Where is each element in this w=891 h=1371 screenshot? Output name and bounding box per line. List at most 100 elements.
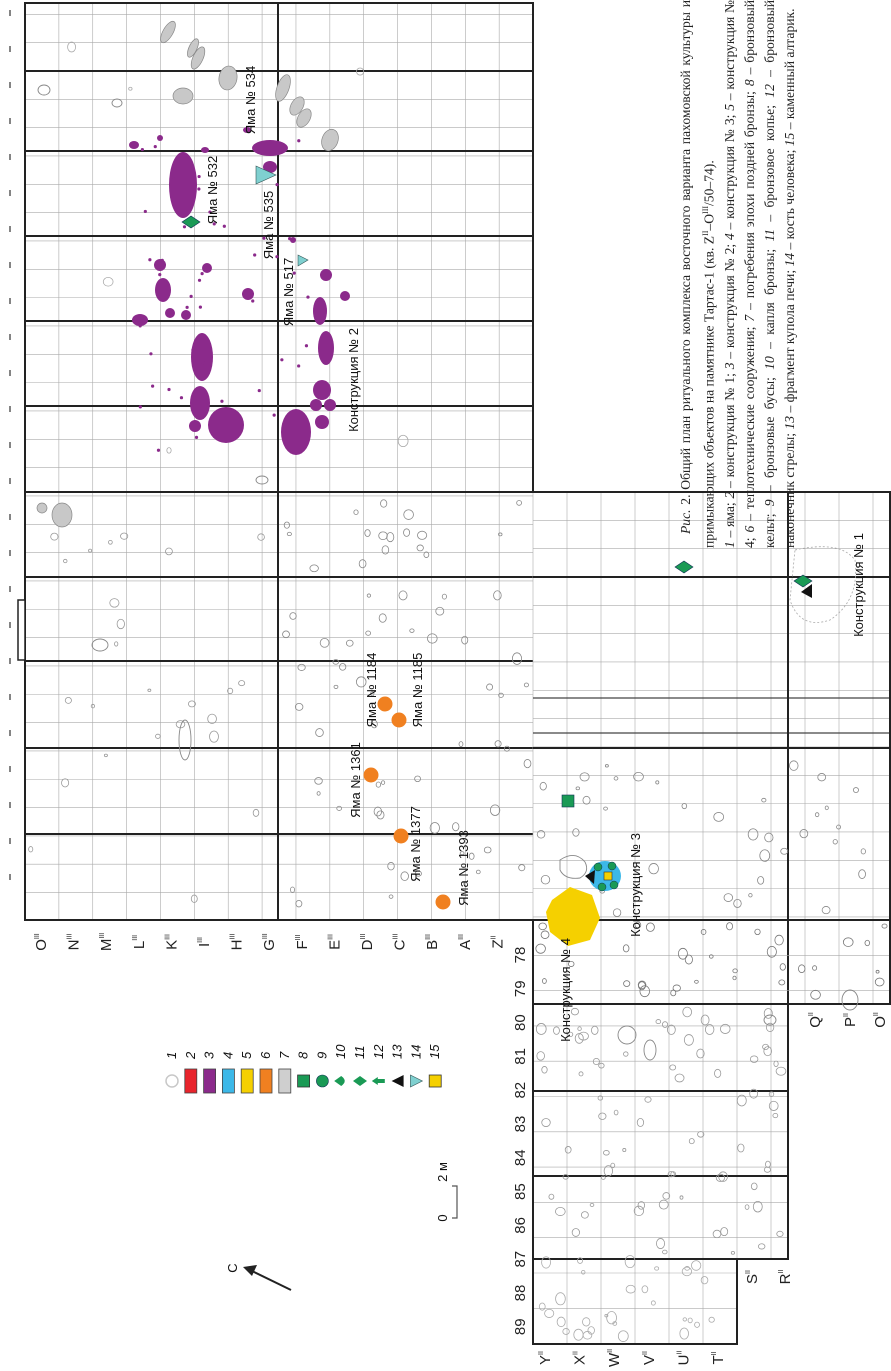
pit-outline bbox=[691, 1260, 702, 1271]
pit-outline bbox=[860, 848, 866, 855]
pit-outline bbox=[603, 1150, 610, 1156]
axis-sup: III bbox=[230, 934, 237, 940]
pit-outline bbox=[612, 1321, 618, 1326]
caption-item-text: – фрагмент купола печи; bbox=[781, 266, 797, 416]
pit-outline bbox=[600, 1175, 606, 1180]
pit-outline bbox=[294, 703, 304, 711]
construction-2-feature bbox=[191, 333, 213, 381]
pit-outline bbox=[503, 745, 510, 752]
axis-letter: 85 bbox=[512, 1183, 529, 1200]
pit-outline bbox=[356, 67, 365, 76]
row-letter: RII bbox=[777, 1270, 794, 1285]
construction-2-dot bbox=[143, 209, 147, 214]
oven-dome-fragment bbox=[585, 870, 595, 884]
bronze-spear bbox=[181, 215, 201, 229]
axis-sup: III bbox=[393, 934, 400, 940]
axis-letter: H bbox=[229, 940, 246, 951]
row-number: 80 bbox=[512, 1014, 529, 1031]
pit-outline bbox=[417, 530, 428, 540]
pit-outline bbox=[378, 613, 387, 623]
heating-structure bbox=[391, 712, 407, 728]
pit-outline bbox=[730, 1251, 735, 1255]
pit-outline bbox=[309, 564, 319, 573]
pit-outline bbox=[289, 612, 297, 620]
construction-2-dot bbox=[222, 224, 226, 228]
column-label: HIII bbox=[229, 934, 246, 951]
pit-outline bbox=[538, 922, 547, 931]
axis-letter: B bbox=[424, 940, 441, 950]
construction-2-dot bbox=[200, 271, 204, 276]
construction-2-feature bbox=[169, 152, 197, 218]
pit-outline bbox=[603, 1165, 614, 1177]
figure-caption: Рис. 2. Общий план ритуального комплекса… bbox=[676, 0, 800, 548]
burial bbox=[296, 108, 312, 128]
construction-2-dot bbox=[297, 364, 301, 368]
construction-2-dot bbox=[167, 387, 171, 392]
pit-outline bbox=[864, 939, 871, 947]
heating-structure bbox=[377, 696, 393, 712]
pit-outline bbox=[319, 637, 330, 648]
axis-letter: S bbox=[744, 1274, 761, 1284]
caption-item-number: 4 bbox=[721, 233, 737, 241]
pit-outline bbox=[468, 852, 475, 860]
bronze-bead bbox=[593, 862, 603, 872]
legend-symbol-1 bbox=[165, 1074, 179, 1088]
column-label: AIII bbox=[457, 934, 474, 950]
pit-outline bbox=[238, 680, 246, 687]
column-label: CIII bbox=[392, 934, 409, 951]
construction-2-feature bbox=[313, 297, 327, 325]
pit-outline bbox=[567, 960, 575, 967]
pit-outline bbox=[674, 1073, 685, 1083]
burial bbox=[190, 46, 206, 70]
label-construction-1: Конструкция № 1 bbox=[851, 533, 866, 637]
axis-sup: III bbox=[99, 933, 106, 939]
pit-outline bbox=[380, 780, 386, 785]
burial bbox=[160, 20, 176, 44]
caption-item-number: 1 bbox=[721, 541, 737, 548]
construction-2-feature bbox=[129, 141, 139, 149]
pit-outline bbox=[336, 805, 342, 811]
legend-symbol-7 bbox=[278, 1068, 292, 1094]
pit-outline bbox=[147, 688, 152, 692]
construction-2-dot bbox=[140, 147, 144, 152]
row-number: 85 bbox=[512, 1183, 529, 1200]
construction-2-feature bbox=[310, 399, 322, 411]
row-letter: OII bbox=[872, 1012, 889, 1028]
pit-outline bbox=[636, 1117, 645, 1127]
heating-structure bbox=[435, 894, 451, 910]
edge-notch bbox=[17, 599, 26, 661]
pit-outline bbox=[732, 975, 737, 981]
pit-outline bbox=[114, 641, 119, 647]
pit-outline bbox=[708, 954, 714, 959]
column-label: LIII bbox=[131, 935, 148, 949]
pit-outline bbox=[429, 822, 440, 834]
pit-outline bbox=[178, 719, 192, 761]
pit-outline bbox=[441, 593, 447, 600]
axis-letter: K bbox=[163, 940, 180, 950]
axis-sup: II bbox=[607, 1349, 614, 1353]
axis-letter: V bbox=[641, 1355, 658, 1365]
axis-sup: II bbox=[873, 1012, 880, 1016]
pit-outline bbox=[227, 687, 234, 695]
pit-outline bbox=[714, 1068, 722, 1078]
construction-2-feature bbox=[290, 237, 296, 243]
pit-outline bbox=[540, 930, 550, 939]
burial bbox=[51, 502, 73, 528]
pit-outline bbox=[661, 1021, 669, 1028]
construction-2-feature bbox=[165, 308, 175, 318]
pit-outline bbox=[355, 676, 367, 688]
caption-sup: III bbox=[701, 205, 710, 214]
axis-sup: II bbox=[642, 1351, 649, 1355]
axis-sup: III bbox=[327, 934, 334, 940]
pit-outline bbox=[613, 776, 619, 781]
construction-2-dot bbox=[197, 278, 202, 282]
axis-sup: III bbox=[425, 934, 432, 940]
pit-outline bbox=[798, 964, 806, 973]
label-pit-1393: Яма № 1393 bbox=[456, 830, 471, 906]
pit-outline bbox=[316, 791, 321, 796]
axis-letter: E bbox=[326, 940, 343, 950]
pit-outline bbox=[768, 1100, 779, 1111]
pit-outline bbox=[297, 663, 306, 671]
pit-outline bbox=[681, 1266, 692, 1277]
